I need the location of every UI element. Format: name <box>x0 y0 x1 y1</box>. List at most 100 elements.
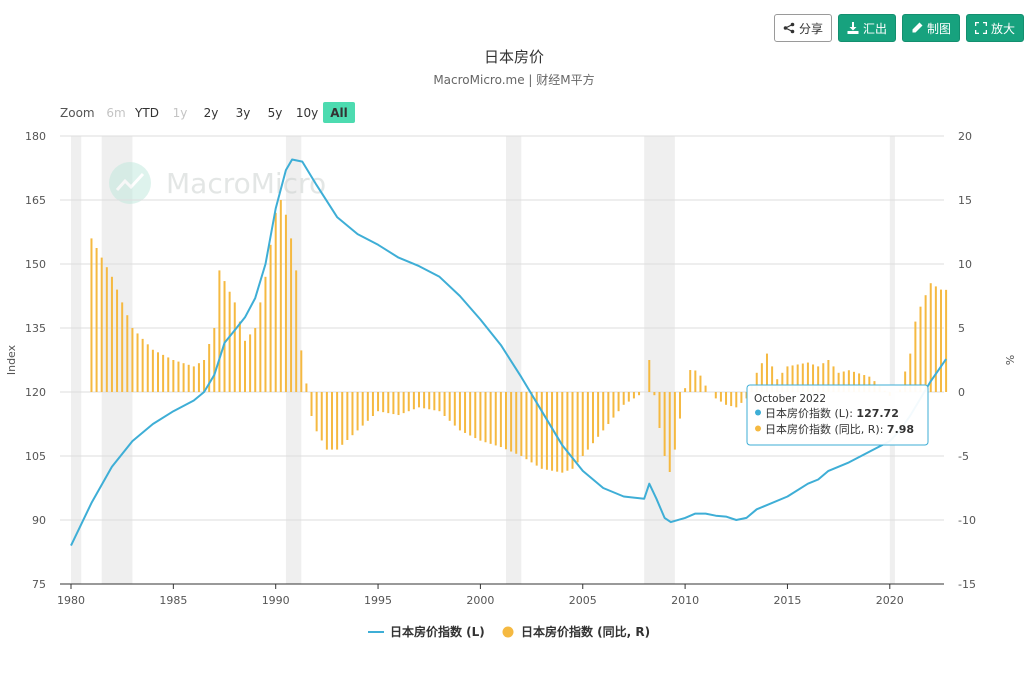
zoom-option-6m[interactable]: 6m <box>106 106 125 120</box>
bar <box>658 392 661 428</box>
bar <box>105 267 108 392</box>
bar <box>929 283 932 392</box>
bar <box>812 364 815 392</box>
bar <box>310 392 313 416</box>
bar <box>121 302 124 392</box>
zoom-option-3y[interactable]: 3y <box>236 106 251 120</box>
share-icon <box>783 22 795 34</box>
bar <box>730 392 733 407</box>
bar <box>540 392 543 469</box>
bar <box>141 338 144 392</box>
y-left-label: Index <box>5 344 18 375</box>
tooltip-line-value: 127.72 <box>856 407 898 420</box>
bar <box>934 286 937 392</box>
bar <box>203 360 206 392</box>
bar <box>617 392 620 412</box>
zoom-option-ytd[interactable]: YTD <box>134 106 159 120</box>
bar <box>771 366 774 392</box>
zoom-option-1y[interactable]: 1y <box>173 106 188 120</box>
legend-item-bar[interactable]: 日本房价指数 (同比, R) <box>502 624 651 639</box>
bar <box>146 344 149 392</box>
bar <box>325 392 328 450</box>
zoom-option-5y[interactable]: 5y <box>268 106 283 120</box>
bar <box>453 392 456 426</box>
y-left-tick-label: 90 <box>32 514 46 527</box>
bar <box>801 363 804 392</box>
zoom-option-2y[interactable]: 2y <box>204 106 219 120</box>
draw-label: 制图 <box>926 21 951 36</box>
zoom-option-10y[interactable]: 10y <box>296 106 318 120</box>
line-series <box>70 158 947 547</box>
bar <box>663 392 666 456</box>
share-button[interactable]: 分享 <box>773 14 832 42</box>
bar <box>566 392 569 471</box>
watermark-text: MacroMicro <box>166 167 326 200</box>
bar <box>377 392 380 412</box>
tooltip-bar-value: 7.98 <box>887 423 914 436</box>
bar <box>177 361 180 392</box>
bar <box>504 392 507 450</box>
chart-title: 日本房价 <box>484 48 544 66</box>
tooltip-bar-label: 日本房价指数 (同比, R): <box>765 422 887 436</box>
bar <box>346 392 349 440</box>
bar <box>648 360 651 392</box>
bar <box>551 392 554 471</box>
bar <box>269 244 272 392</box>
bar <box>192 366 195 392</box>
export-label: 汇出 <box>862 21 887 36</box>
bar <box>499 392 502 448</box>
bar <box>796 364 799 392</box>
bar <box>561 392 564 473</box>
bar <box>90 238 93 392</box>
bar <box>725 392 728 405</box>
recession-band <box>285 136 302 584</box>
bar <box>290 238 293 392</box>
bar <box>356 392 359 431</box>
y-left-tick-label: 180 <box>25 130 46 143</box>
bar <box>254 328 257 392</box>
expand-icon <box>974 22 987 34</box>
bar <box>591 392 594 444</box>
bar <box>351 392 354 436</box>
zoom-option-label: 1y <box>173 106 188 120</box>
bar <box>484 392 487 443</box>
bar <box>412 392 415 410</box>
bar <box>581 392 584 456</box>
zoom-bar: Zoom 6m YTD 1y 2y 3y 5y 10y All <box>60 102 355 123</box>
draw-button[interactable]: 制图 <box>901 14 960 42</box>
bar <box>341 392 344 445</box>
legend-item-line[interactable]: 日本房价指数 (L) <box>368 624 485 639</box>
tooltip-bar-row: 日本房价指数 (同比, R): 7.98 <box>765 422 914 436</box>
zoom-option-label: All <box>330 106 348 120</box>
bar <box>919 306 922 392</box>
recession-band <box>71 136 82 584</box>
bar <box>116 289 119 392</box>
bar <box>602 392 605 431</box>
bar <box>638 392 641 396</box>
bar <box>545 392 548 470</box>
bar <box>525 392 528 460</box>
export-button[interactable]: 汇出 <box>837 14 896 42</box>
y-left-tick-label: 135 <box>25 322 46 335</box>
bar <box>684 388 687 392</box>
zoom-active-bg <box>323 102 355 123</box>
bar <box>858 373 861 392</box>
bar <box>479 392 482 441</box>
bar <box>469 392 472 436</box>
y-right-label: % <box>1003 355 1016 365</box>
bar <box>704 385 707 392</box>
bar <box>868 376 871 392</box>
bar <box>151 349 154 392</box>
bar <box>535 392 538 466</box>
bar <box>187 364 190 392</box>
bar <box>136 333 139 392</box>
bar <box>259 302 262 392</box>
x-tick-label: 2010 <box>671 594 699 607</box>
enlarge-button[interactable]: 放大 <box>965 14 1024 42</box>
zoom-option-all[interactable]: All <box>323 102 355 123</box>
bar <box>474 392 477 439</box>
bar <box>387 392 390 414</box>
bar <box>806 362 809 392</box>
bar <box>300 350 303 392</box>
bar <box>510 392 513 452</box>
